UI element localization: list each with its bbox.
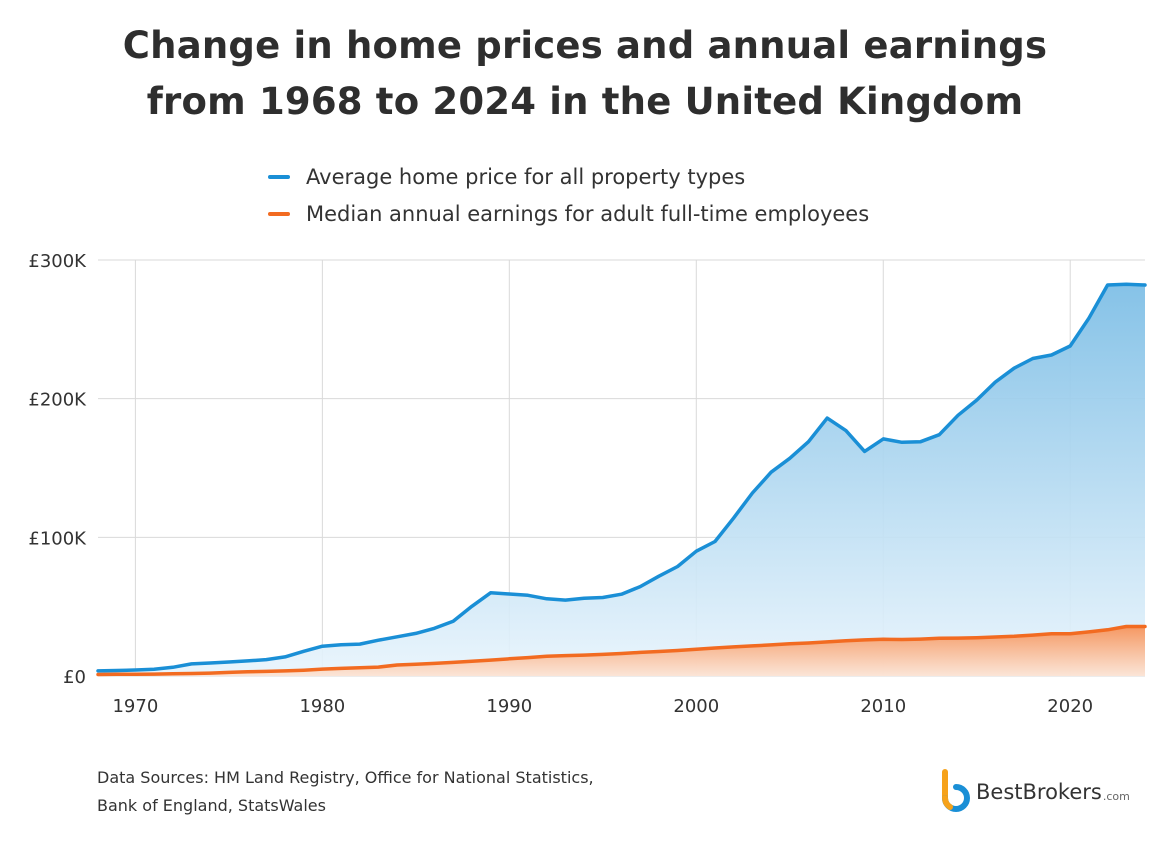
y-tick-label: £300K (28, 251, 87, 272)
chart-title-line-2: from 1968 to 2024 in the United Kingdom (146, 80, 1024, 123)
chart-title-line-1: Change in home prices and annual earning… (122, 24, 1048, 67)
y-tick-label: £0 (63, 667, 86, 688)
bestbrokers-logo-icon (942, 769, 970, 812)
x-tick-label: 1980 (299, 696, 345, 717)
y-tick-label: £200K (28, 390, 87, 411)
legend-label-earnings: Median annual earnings for adult full-ti… (306, 201, 870, 226)
brand-logo: BestBrokers .com (938, 768, 1130, 816)
brand-name: BestBrokers (976, 780, 1102, 804)
data-sources: Data Sources: HM Land Registry, Office f… (97, 764, 594, 820)
legend-label-home-price: Average home price for all property type… (306, 164, 746, 189)
chart-title: Change in home prices and annual earning… (0, 18, 1170, 130)
legend-swatch-earnings (268, 211, 290, 216)
x-tick-label: 2010 (860, 696, 906, 717)
series-areas (98, 284, 1145, 676)
x-tick-label: 1990 (486, 696, 532, 717)
x-tick-label: 2000 (673, 696, 719, 717)
x-tick-label: 1970 (112, 696, 158, 717)
area-home-price (98, 284, 1145, 676)
chart-legend: Average home price for all property type… (268, 158, 869, 232)
legend-swatch-home-price (268, 174, 290, 179)
legend-item-earnings: Median annual earnings for adult full-ti… (268, 195, 869, 232)
legend-item-home-price: Average home price for all property type… (268, 158, 869, 195)
area-earnings (98, 626, 1145, 676)
source-line-1: Data Sources: HM Land Registry, Office f… (97, 768, 594, 787)
source-line-2: Bank of England, StatsWales (97, 796, 326, 815)
series-lines (96, 282, 1147, 677)
x-tick-label: 2020 (1047, 696, 1093, 717)
brand-suffix: .com (1102, 789, 1130, 803)
axes: £0 £100K £200K £300K 1970 1980 1990 2000 2010 202… (28, 251, 1093, 717)
y-tick-label: £100K (28, 528, 87, 549)
